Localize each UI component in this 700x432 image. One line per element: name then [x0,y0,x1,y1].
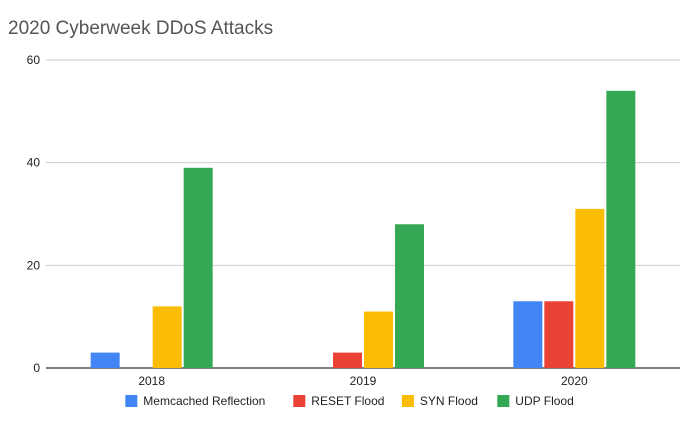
x-tick-label: 2019 [350,374,377,388]
axes: 0 20 40 60 2018 2019 2020 [27,53,588,388]
y-tick-label: 20 [27,258,41,272]
y-tick-label: 0 [33,361,40,375]
bar-udp-flood-2018 [183,167,213,368]
y-tick-label: 40 [27,156,41,170]
x-tick-label: 2018 [138,374,165,388]
y-tick-label: 60 [27,53,41,67]
legend-swatch-memcached-reflection [125,395,138,407]
bar-memcached-reflection-2020 [513,301,543,368]
chart-title: 2020 Cyberweek DDoS Attacks [8,18,274,39]
legend-swatch-udp-flood [497,395,510,407]
bar-udp-flood-2019 [395,224,424,368]
gridlines [46,59,680,369]
legend-label-syn-flood: SYN Flood [420,394,478,408]
legend-label-memcached-reflection: Memcached Reflection [143,394,265,408]
bar-memcached-reflection-2018 [90,352,120,368]
bar-reset-flood-2020 [544,301,574,368]
legend-label-udp-flood: UDP Flood [515,394,573,408]
legend-swatch-syn-flood [401,395,414,407]
legend-swatch-reset-flood [293,395,306,407]
legend: Memcached Reflection RESET Flood SYN Flood… [125,394,574,408]
bar-syn-flood-2019 [364,311,393,368]
bar-syn-flood-2020 [575,208,605,368]
legend-label-reset-flood: RESET Flood [311,394,384,408]
bar-udp-flood-2020 [606,90,636,369]
x-tick-label: 2020 [561,374,588,388]
bars [90,90,636,369]
bar-syn-flood-2018 [152,306,182,368]
bar-reset-flood-2019 [333,352,362,368]
